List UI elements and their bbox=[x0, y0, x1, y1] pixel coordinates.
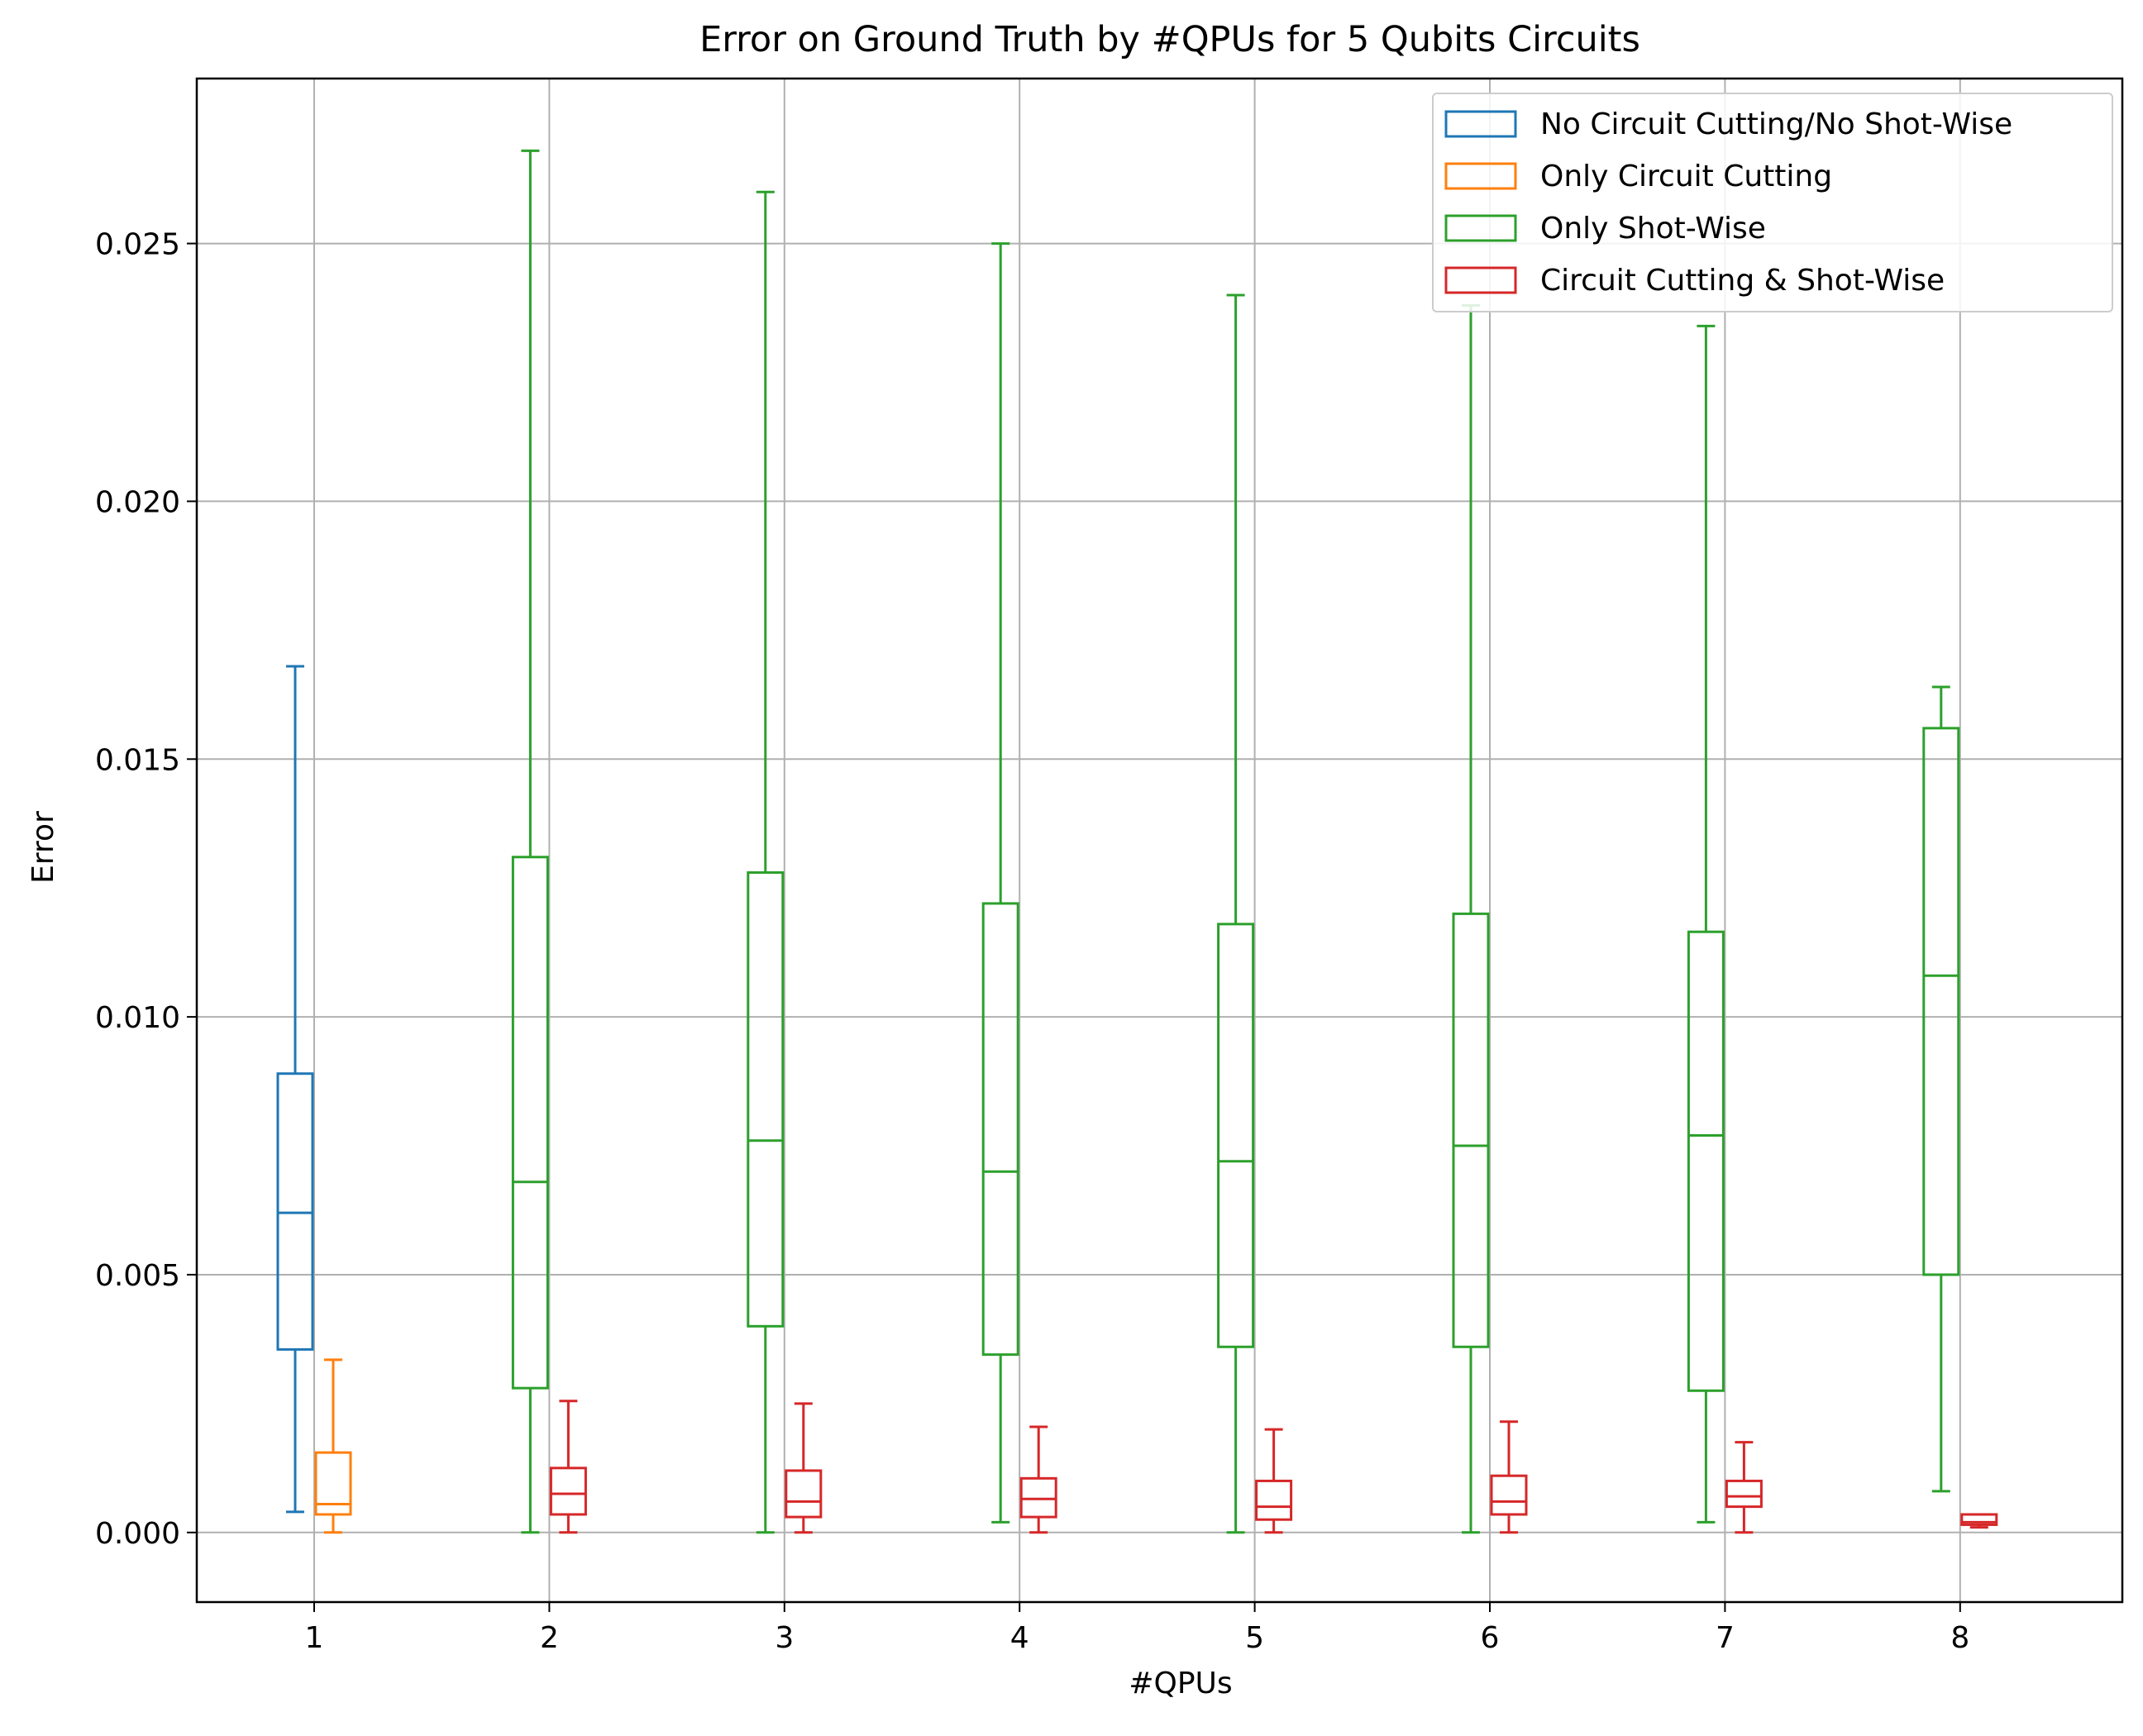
box-iqr bbox=[1217, 923, 1255, 1348]
legend-label: Only Shot-Wise bbox=[1540, 212, 1766, 246]
legend-label: No Circuit Cutting/No Shot-Wise bbox=[1540, 107, 2012, 141]
y-tick-label: 0.010 bbox=[95, 1001, 180, 1035]
box-circuit-cutting-shot-wise-qpu-2 bbox=[549, 1400, 587, 1534]
tick-layer: 1 2 3 4 5 6 7 8 0.000 0.005 0.010 0.015 0.020 0.025 bbox=[95, 228, 1969, 1655]
legend-swatch bbox=[1444, 110, 1517, 138]
box-circuit-cutting-shot-wise-qpu-4 bbox=[1019, 1425, 1057, 1534]
legend-swatch bbox=[1444, 214, 1517, 242]
box-layer bbox=[276, 149, 1998, 1534]
x-tick-label: 8 bbox=[1950, 1621, 1969, 1655]
legend-item: No Circuit Cutting/No Shot-Wise bbox=[1444, 107, 2012, 141]
box-circuit-cutting-shot-wise-qpu-8 bbox=[1960, 1513, 1998, 1529]
x-tick-label: 5 bbox=[1245, 1621, 1264, 1655]
box-no-circuit-cutting-no-shot-wise-qpu-1 bbox=[276, 665, 314, 1514]
box-iqr bbox=[785, 1469, 823, 1519]
box-only-shot-wise-qpu-2 bbox=[511, 149, 549, 1534]
box-circuit-cutting-shot-wise-qpu-6 bbox=[1490, 1420, 1528, 1534]
grid-layer bbox=[197, 79, 2122, 1602]
chart-title: Error on Ground Truth by #QPUs for 5 Qub… bbox=[699, 19, 1640, 60]
x-tick-label: 1 bbox=[305, 1621, 324, 1655]
legend-item: Circuit Cutting & Shot-Wise bbox=[1444, 264, 1945, 298]
box-circuit-cutting-shot-wise-qpu-7 bbox=[1725, 1441, 1763, 1534]
legend-item: Only Circuit Cutting bbox=[1444, 160, 1832, 193]
x-tick-label: 3 bbox=[775, 1621, 794, 1655]
y-tick-label: 0.025 bbox=[95, 228, 180, 262]
y-tick-label: 0.015 bbox=[95, 743, 180, 777]
box-circuit-cutting-shot-wise-qpu-3 bbox=[785, 1402, 823, 1534]
box-iqr bbox=[1687, 930, 1725, 1392]
box-only-shot-wise-qpu-3 bbox=[747, 190, 785, 1534]
y-tick-label: 0.005 bbox=[95, 1259, 180, 1293]
legend-frame bbox=[1432, 93, 2113, 312]
legend-label: Only Circuit Cutting bbox=[1540, 160, 1832, 193]
x-tick-label: 6 bbox=[1481, 1621, 1500, 1655]
x-tick-label: 2 bbox=[540, 1621, 559, 1655]
legend-swatch bbox=[1444, 162, 1517, 190]
y-tick-label: 0.020 bbox=[95, 485, 180, 519]
box-iqr bbox=[549, 1467, 587, 1516]
box-iqr bbox=[511, 856, 549, 1390]
box-only-shot-wise-qpu-5 bbox=[1217, 293, 1255, 1534]
box-iqr bbox=[276, 1072, 314, 1351]
box-circuit-cutting-shot-wise-qpu-5 bbox=[1255, 1428, 1293, 1534]
box-iqr bbox=[314, 1451, 352, 1516]
plot-frame bbox=[195, 77, 2124, 1604]
box-iqr bbox=[1725, 1479, 1763, 1509]
x-axis-label: #QPUs bbox=[1129, 1667, 1232, 1700]
box-iqr bbox=[1019, 1476, 1057, 1519]
box-iqr bbox=[1452, 912, 1490, 1348]
box-only-shot-wise-qpu-4 bbox=[981, 242, 1019, 1524]
x-tick-label: 4 bbox=[1010, 1621, 1029, 1655]
box-iqr bbox=[747, 870, 785, 1328]
box-iqr bbox=[1255, 1479, 1293, 1521]
box-iqr bbox=[1490, 1474, 1528, 1516]
box-only-circuit-cutting-qpu-1 bbox=[314, 1358, 352, 1534]
box-only-shot-wise-qpu-8 bbox=[1922, 685, 1960, 1493]
legend-item: Only Shot-Wise bbox=[1444, 212, 1766, 246]
box-iqr bbox=[1960, 1513, 1998, 1526]
box-iqr bbox=[981, 902, 1019, 1357]
box-only-shot-wise-qpu-7 bbox=[1687, 324, 1725, 1524]
box-iqr bbox=[1922, 727, 1960, 1276]
legend: No Circuit Cutting/No Shot-Wise Only Circ… bbox=[1432, 93, 2113, 312]
x-tick-label: 7 bbox=[1716, 1621, 1735, 1655]
y-axis-label: Error bbox=[26, 811, 60, 884]
y-tick-label: 0.000 bbox=[95, 1517, 180, 1551]
box-only-shot-wise-qpu-6 bbox=[1452, 303, 1490, 1534]
legend-swatch bbox=[1444, 266, 1517, 294]
legend-label: Circuit Cutting & Shot-Wise bbox=[1540, 264, 1945, 298]
